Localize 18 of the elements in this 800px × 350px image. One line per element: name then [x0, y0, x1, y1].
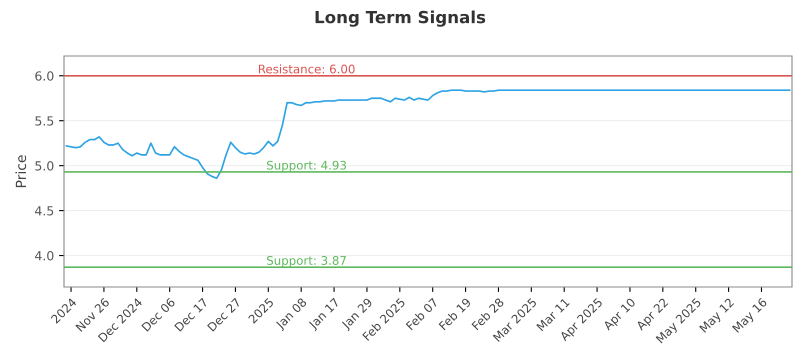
y-tick-label: 4.5 [35, 206, 54, 216]
y-tick-label: 5.0 [35, 161, 54, 171]
y-tick-label: 6.0 [35, 71, 54, 81]
ref-line-label: Resistance: 6.00 [258, 64, 355, 74]
y-tick-label: 4.0 [35, 251, 54, 260]
x-tick-label: Dec 27 [206, 298, 242, 332]
x-tick-label: Feb 19 [438, 297, 472, 330]
x-tick-label: Feb 07 [405, 297, 438, 330]
y-tick-label: 5.5 [35, 116, 54, 126]
line-series [66, 89, 790, 180]
ref-line-label: Support: 4.93 [267, 160, 346, 172]
x-tick-label: Jan 17 [308, 298, 342, 332]
x-tick-label: Apr 10 [602, 297, 638, 332]
y-axis-title: Price [15, 155, 26, 188]
x-tick-label: Dec 17 [174, 298, 208, 332]
chart-title: Long Term Signals [316, 10, 486, 27]
ref-line-label: Support: 3.87 [267, 256, 346, 268]
x-tick-label: Jan 08 [274, 297, 309, 332]
